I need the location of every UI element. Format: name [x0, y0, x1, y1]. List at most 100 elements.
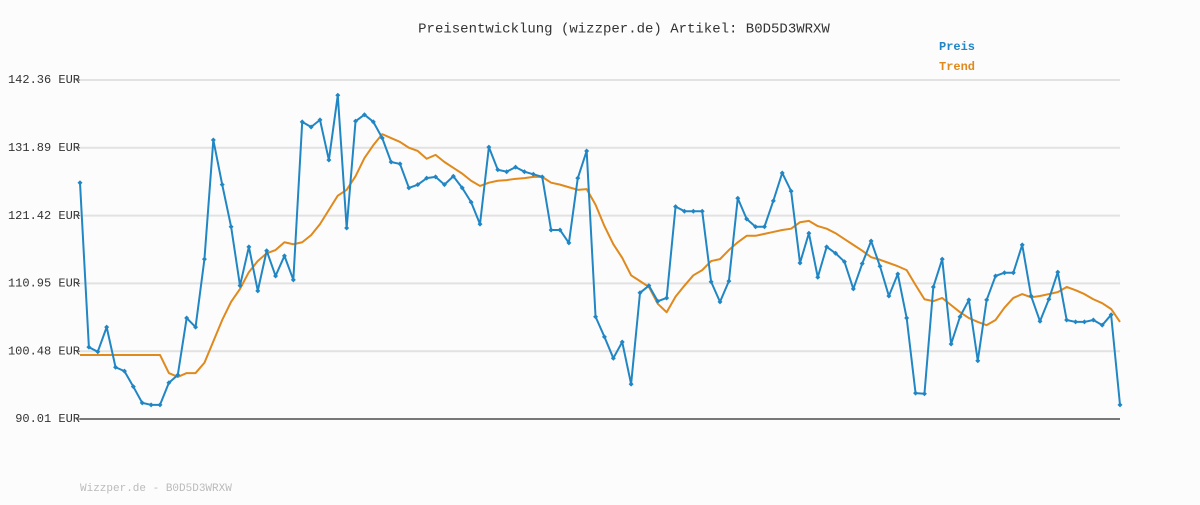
point-marker — [850, 286, 856, 292]
point-marker — [584, 148, 590, 154]
point-marker — [424, 175, 430, 181]
point-marker — [441, 182, 447, 188]
point-marker — [655, 298, 661, 304]
point-marker — [1001, 270, 1007, 276]
point-marker — [744, 216, 750, 222]
point-marker — [628, 381, 634, 387]
point-marker — [513, 164, 519, 170]
point-marker — [1117, 402, 1123, 408]
point-marker — [104, 324, 110, 330]
point-marker — [335, 92, 341, 98]
point-marker — [601, 334, 607, 340]
point-marker — [450, 173, 456, 179]
legend-label: Trend — [939, 60, 975, 74]
point-marker — [1108, 312, 1114, 318]
point-marker — [566, 240, 572, 246]
point-marker — [841, 259, 847, 265]
point-marker — [833, 250, 839, 256]
point-marker — [717, 299, 723, 305]
point-marker — [815, 274, 821, 280]
point-marker — [975, 358, 981, 364]
point-marker — [201, 256, 207, 262]
point-marker — [184, 315, 190, 321]
point-marker — [1019, 242, 1025, 248]
point-marker — [1028, 293, 1034, 299]
chart-title: Preisentwicklung (wizzper.de) Artikel: B… — [418, 22, 830, 38]
point-marker — [886, 293, 892, 299]
point-marker — [397, 161, 403, 167]
point-marker — [157, 402, 163, 408]
point-marker — [308, 124, 314, 130]
point-marker — [139, 400, 145, 406]
point-marker — [593, 314, 599, 320]
point-marker — [646, 283, 652, 289]
point-marker — [477, 221, 483, 227]
point-marker — [148, 402, 154, 408]
point-marker — [726, 278, 732, 284]
point-marker — [868, 238, 874, 244]
point-marker — [690, 208, 696, 214]
point-marker — [495, 167, 501, 173]
point-marker — [290, 277, 296, 283]
point-marker — [913, 390, 919, 396]
point-marker — [673, 204, 679, 210]
point-marker — [530, 171, 536, 177]
point-marker — [1073, 319, 1079, 325]
point-marker — [246, 244, 252, 250]
point-marker — [255, 288, 261, 294]
point-marker — [699, 208, 705, 214]
point-marker — [273, 273, 279, 279]
point-marker — [548, 227, 554, 233]
point-marker — [433, 174, 439, 180]
point-marker — [353, 118, 359, 124]
point-marker — [219, 182, 225, 188]
point-marker — [486, 144, 492, 150]
point-marker — [664, 295, 670, 301]
point-marker — [379, 135, 385, 141]
point-marker — [344, 225, 350, 231]
point-marker — [1055, 269, 1061, 275]
point-marker — [770, 198, 776, 204]
point-marker — [121, 368, 127, 374]
point-marker — [264, 248, 270, 254]
point-marker — [788, 188, 794, 194]
point-marker — [86, 344, 92, 350]
point-marker — [521, 169, 527, 175]
point-marker — [1064, 317, 1070, 323]
point-marker — [406, 185, 412, 191]
point-marker — [895, 271, 901, 277]
y-tick-label: 110.95 EUR — [8, 277, 80, 291]
point-marker — [735, 195, 741, 201]
point-marker — [637, 290, 643, 296]
point-marker — [1010, 270, 1016, 276]
point-marker — [753, 224, 759, 230]
point-marker — [175, 372, 181, 378]
point-marker — [957, 314, 963, 320]
point-marker — [1046, 296, 1052, 302]
point-marker — [370, 119, 376, 125]
point-marker — [993, 273, 999, 279]
footer: Wizzper.de - B0D5D3WRXW — [80, 483, 232, 495]
point-marker — [1037, 318, 1043, 324]
point-marker — [281, 253, 287, 259]
point-marker — [1099, 322, 1105, 328]
point-marker — [761, 224, 767, 230]
point-marker — [361, 112, 367, 118]
point-marker — [921, 391, 927, 397]
y-tick-label: 142.36 EUR — [8, 73, 80, 87]
point-marker — [130, 384, 136, 390]
y-tick-label: 121.42 EUR — [8, 209, 80, 223]
point-marker — [95, 349, 101, 355]
point-marker — [228, 224, 234, 230]
point-marker — [415, 182, 421, 188]
point-marker — [619, 339, 625, 345]
point-marker — [708, 279, 714, 285]
series-line — [79, 94, 1121, 406]
point-marker — [859, 261, 865, 267]
point-marker — [299, 119, 305, 125]
point-marker — [779, 170, 785, 176]
point-marker — [539, 174, 545, 180]
point-marker — [806, 230, 812, 236]
point-marker — [468, 199, 474, 205]
